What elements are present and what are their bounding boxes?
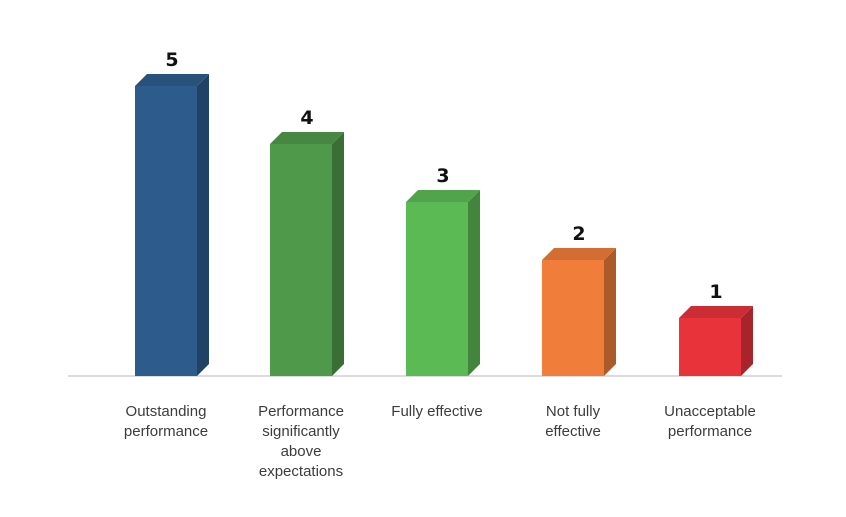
category-label: Unacceptable performance bbox=[645, 402, 775, 442]
bar-side bbox=[197, 74, 209, 376]
data-label: 5 bbox=[165, 49, 178, 71]
bar-front bbox=[542, 260, 604, 376]
bar-top bbox=[679, 306, 753, 318]
data-label: 1 bbox=[709, 281, 722, 303]
category-label-line: Not fully bbox=[545, 403, 601, 420]
bar-side bbox=[468, 190, 480, 376]
bar-top bbox=[270, 132, 344, 144]
category-label-line: effective bbox=[545, 423, 601, 440]
category-label-line: Fully effective bbox=[391, 403, 483, 420]
bar-5 bbox=[679, 306, 753, 376]
bar-side bbox=[741, 306, 753, 376]
bar-side bbox=[604, 248, 616, 376]
data-label: 3 bbox=[436, 165, 449, 187]
bar-side bbox=[332, 132, 344, 376]
category-label-line: performance bbox=[123, 423, 209, 440]
bar-4 bbox=[542, 248, 616, 376]
data-label: 2 bbox=[572, 223, 585, 245]
category-label-line: expectations bbox=[258, 463, 344, 480]
category-label: Outstanding performance bbox=[101, 402, 231, 442]
bar-top bbox=[135, 74, 209, 86]
category-label-line: above bbox=[280, 443, 322, 460]
category-label-line: Outstanding bbox=[125, 403, 207, 420]
bar-front bbox=[406, 202, 468, 376]
bar-front bbox=[679, 318, 741, 376]
bar-1 bbox=[135, 74, 209, 376]
bar-3 bbox=[406, 190, 480, 376]
bar-front bbox=[270, 144, 332, 376]
bar-top bbox=[542, 248, 616, 260]
category-label: Performance significantly above expectation… bbox=[236, 402, 366, 482]
bar-top bbox=[406, 190, 480, 202]
category-label-line: Unacceptable bbox=[664, 403, 756, 420]
category-label-line: performance bbox=[667, 423, 753, 440]
category-label: Fully effective bbox=[372, 402, 502, 422]
category-label-line: Performance bbox=[258, 403, 344, 420]
data-label: 4 bbox=[300, 107, 313, 129]
bar-2 bbox=[270, 132, 344, 376]
category-label: Not fully effective bbox=[508, 402, 638, 442]
category-label-line: significantly bbox=[262, 423, 340, 440]
bar-front bbox=[135, 86, 197, 376]
